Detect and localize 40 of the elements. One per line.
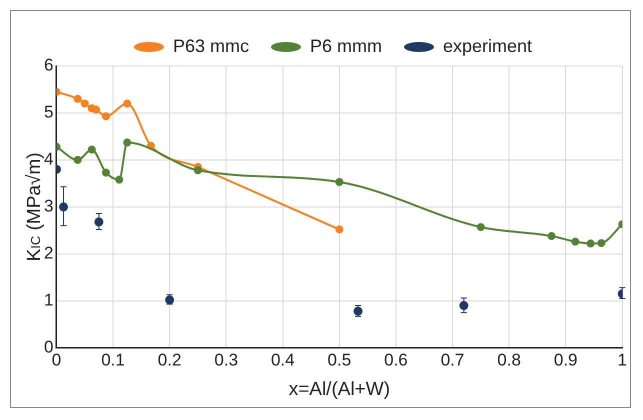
x-tick-label: 0.7 bbox=[440, 350, 464, 370]
x-tick-label: 0.6 bbox=[384, 350, 408, 370]
x-axis-title: x=Al/(Al+W) bbox=[288, 378, 390, 400]
legend-label: experiment bbox=[442, 36, 532, 56]
x-tick-label: 0.1 bbox=[101, 350, 125, 370]
y-tick-label: 0 bbox=[44, 337, 54, 356]
x-tick-label: 0.2 bbox=[158, 350, 182, 370]
point bbox=[586, 240, 595, 248]
y-tick-label: 3 bbox=[44, 196, 54, 216]
x-tick-label: 0.4 bbox=[270, 350, 295, 370]
y-tick-label: 5 bbox=[44, 102, 54, 122]
point bbox=[74, 94, 82, 103]
x-tick-label: 0.9 bbox=[554, 350, 578, 370]
point bbox=[123, 100, 132, 108]
y-tick-label: 4 bbox=[44, 150, 54, 169]
x-tick-label: 0.5 bbox=[328, 350, 352, 370]
x-tick-label: 0.3 bbox=[214, 350, 238, 370]
legend-label: P63 mmc bbox=[172, 36, 249, 56]
point bbox=[88, 146, 96, 154]
y-tick-label: 6 bbox=[44, 56, 54, 75]
point bbox=[92, 106, 100, 114]
point bbox=[123, 138, 132, 147]
point bbox=[115, 176, 124, 184]
point bbox=[476, 223, 485, 232]
point bbox=[571, 238, 580, 246]
point bbox=[548, 232, 556, 240]
point bbox=[102, 112, 110, 120]
x-tick-label: 0.8 bbox=[497, 350, 521, 370]
point bbox=[80, 100, 89, 108]
y-tick-label: 1 bbox=[44, 290, 54, 310]
point bbox=[102, 168, 110, 177]
point bbox=[194, 166, 202, 174]
point bbox=[335, 178, 344, 186]
point bbox=[74, 156, 82, 164]
point bbox=[335, 225, 344, 234]
x-tick-label: 1 bbox=[618, 350, 628, 370]
y-tick-label: 2 bbox=[44, 244, 54, 263]
legend-label: P6 mmm bbox=[310, 36, 382, 56]
y-axis-title: KIC (MPa√m) bbox=[24, 152, 45, 262]
point bbox=[597, 239, 606, 248]
